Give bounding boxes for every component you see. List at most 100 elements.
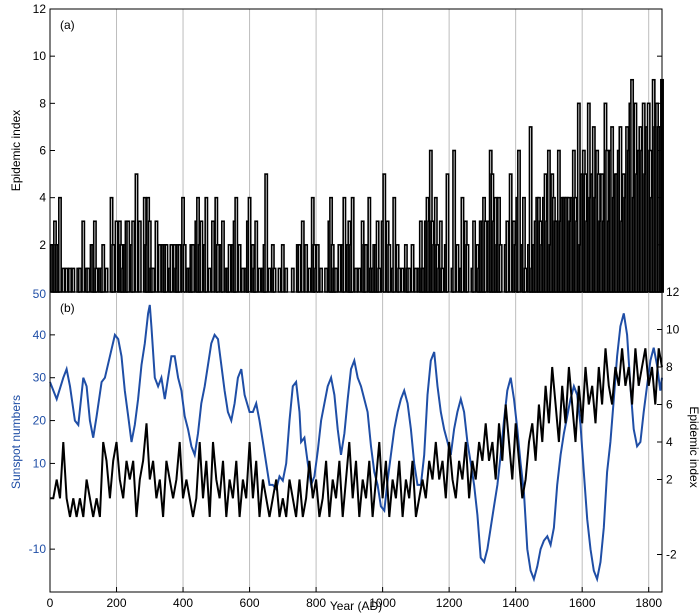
bar [240, 267, 245, 293]
ytick-label-a: 6 [39, 144, 46, 158]
bar [284, 267, 289, 293]
bar [410, 244, 415, 293]
bar [220, 220, 225, 293]
bar [267, 267, 272, 293]
bar [508, 173, 513, 293]
bar [177, 244, 182, 293]
xtick-label-b: 600 [240, 596, 260, 610]
ytick-label-right-b: 12 [666, 285, 680, 299]
xtick-label-b: 0 [47, 596, 54, 610]
bar [354, 267, 358, 293]
bar [151, 267, 156, 293]
xtick-label-b: 400 [173, 596, 193, 610]
bar [460, 196, 465, 293]
bar [377, 267, 382, 293]
ytick-label-right-b: 4 [666, 435, 673, 449]
bar [452, 149, 457, 293]
sunspot-line [49, 304, 663, 583]
epidemic-line [50, 348, 663, 518]
panel-label-b: (b) [60, 301, 75, 315]
bar [342, 196, 347, 293]
bar [216, 244, 220, 293]
ytick-label-left-b: 20 [33, 414, 47, 428]
bar [81, 220, 86, 293]
bar [382, 173, 387, 293]
bar [104, 267, 109, 293]
y-axis-label-right-b: Epidemic index [687, 406, 700, 487]
bar [337, 244, 342, 293]
bar [445, 173, 450, 293]
bar [131, 220, 136, 293]
xtick-label-b: 800 [306, 596, 326, 610]
bar [264, 173, 269, 293]
frame-b [49, 291, 663, 593]
xtick-label-b: 1000 [369, 596, 396, 610]
bar [397, 267, 402, 293]
bar [94, 267, 99, 293]
bar [440, 267, 445, 293]
ytick-label-left-b: 10 [33, 456, 47, 470]
ytick-label-left-b: 30 [33, 371, 47, 385]
xtick-label-b: 1800 [635, 596, 662, 610]
ytick-label-a: 10 [33, 49, 47, 63]
bar [227, 244, 232, 293]
x-axis-label: Year (AD) [330, 599, 382, 613]
bar [64, 267, 69, 293]
ytick-label-left-b: -10 [29, 542, 47, 556]
panel-b: -10 10 20 30 40 -2 2 4 6 8 10 12 0 200 400 600 800 1000… [9, 285, 700, 613]
ytick-label-right-b: 8 [666, 360, 673, 374]
bar [528, 126, 533, 293]
y-axis-label-left-b: Sunspot numbers [9, 395, 23, 489]
panel-label-a: (a) [60, 18, 75, 32]
bar [191, 244, 195, 293]
bar [505, 220, 510, 293]
bar [465, 244, 470, 293]
bar [387, 244, 392, 293]
bar [315, 244, 320, 293]
x-ticks-b: 0 200 400 600 800 1000 1200 1400 1600 1800 [47, 587, 662, 610]
bar [137, 220, 142, 293]
ytick-label-a: 2 [39, 238, 46, 252]
ytick-label-right-b: 6 [666, 398, 673, 412]
bar [297, 244, 302, 293]
bar [334, 267, 339, 293]
bar [400, 267, 405, 293]
bar [277, 267, 282, 293]
bar [61, 267, 66, 293]
ytick-label-a: 4 [39, 191, 46, 205]
bar [254, 220, 259, 293]
bar [300, 220, 305, 293]
bar [483, 220, 488, 293]
bar [455, 244, 460, 293]
bar [272, 267, 277, 293]
bars-a [49, 78, 664, 293]
bar [111, 244, 116, 293]
bar [319, 267, 324, 293]
bar [307, 267, 312, 293]
bar [182, 244, 187, 293]
bar [257, 267, 262, 293]
ytick-label-right-b: 2 [666, 473, 673, 487]
bar [58, 196, 62, 293]
bar [234, 196, 239, 293]
left-ticks-b: -10 10 20 30 40 [29, 328, 55, 556]
xtick-label-b: 1600 [569, 596, 596, 610]
bar [407, 267, 412, 293]
bar [413, 267, 418, 293]
bar [357, 267, 362, 293]
bar [86, 267, 91, 293]
bar [207, 267, 212, 293]
bar [280, 244, 285, 293]
bar [392, 196, 397, 293]
bar [498, 244, 503, 293]
xtick-label-b: 1400 [502, 596, 529, 610]
bar [77, 267, 82, 293]
bar [134, 173, 139, 293]
bar [157, 244, 162, 293]
ytick-label-right-b: 10 [666, 323, 680, 337]
xtick-label-b: 200 [107, 596, 127, 610]
bar [304, 244, 309, 293]
bar [169, 244, 174, 293]
bar [523, 267, 528, 293]
